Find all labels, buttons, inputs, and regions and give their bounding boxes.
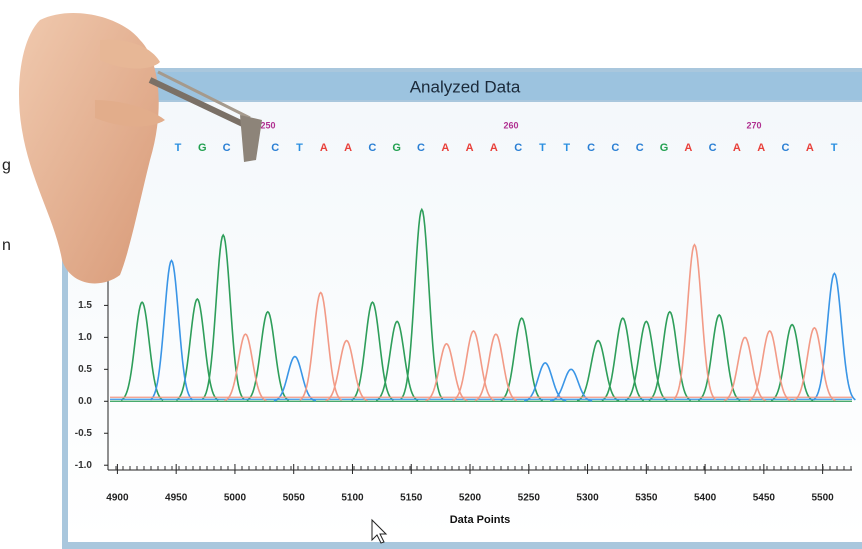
base-call: A <box>441 142 449 154</box>
x-tick-label: 5250 <box>518 493 541 504</box>
y-tick-label: 1.0 <box>78 332 92 343</box>
edge-text: n <box>2 237 11 254</box>
base-call: A <box>490 142 498 154</box>
y-tick-label: 0.5 <box>78 364 92 375</box>
base-call: T <box>831 142 838 154</box>
x-tick-label: 5450 <box>753 493 776 504</box>
base-call: T <box>296 142 303 154</box>
x-tick-label: 5150 <box>400 493 423 504</box>
x-tick-label: 5350 <box>635 493 658 504</box>
base-call: C <box>587 142 595 154</box>
edge-text: g <box>2 157 11 174</box>
base-call: A <box>466 142 474 154</box>
x-tick-label: 5300 <box>576 493 599 504</box>
base-call: A <box>806 142 814 154</box>
base-call: C <box>223 142 231 154</box>
base-call: G <box>660 142 669 154</box>
base-call: C <box>636 142 644 154</box>
plot-window <box>68 102 862 542</box>
base-call: C <box>782 142 790 154</box>
x-axis-label: Data Points <box>450 514 511 526</box>
base-call: C <box>709 142 717 154</box>
x-tick-label: 5050 <box>283 493 306 504</box>
chart-title: Analyzed Data <box>410 77 521 96</box>
base-call: C <box>271 142 279 154</box>
y-tick-label: -0.5 <box>75 428 93 439</box>
base-call: A <box>320 142 328 154</box>
base-call: A <box>733 142 741 154</box>
y-tick-label: 1.5 <box>78 300 92 311</box>
x-tick-label: 5100 <box>341 493 364 504</box>
y-tick-label: -1.0 <box>75 460 93 471</box>
base-call: T <box>175 142 182 154</box>
base-call: C <box>514 142 522 154</box>
position-label: 270 <box>746 120 761 130</box>
base-call: A <box>684 142 692 154</box>
base-call: G <box>198 142 207 154</box>
base-call: A <box>344 142 352 154</box>
base-call: A <box>757 142 765 154</box>
base-call: T <box>563 142 570 154</box>
base-call: C <box>611 142 619 154</box>
base-call: C <box>417 142 425 154</box>
x-tick-label: 4950 <box>165 493 188 504</box>
base-call: T <box>539 142 546 154</box>
position-label: 260 <box>503 120 518 130</box>
base-call: G <box>392 142 401 154</box>
x-tick-label: 4900 <box>106 493 129 504</box>
photo: Analyzed Data Data Points g n -1.0 -0.5 0.… <box>0 0 862 549</box>
x-tick-label: 5500 <box>811 493 834 504</box>
x-tick-label: 5200 <box>459 493 482 504</box>
x-tick-label: 5000 <box>224 493 247 504</box>
y-tick-label: 0.0 <box>78 396 92 407</box>
x-tick-label: 5400 <box>694 493 717 504</box>
base-call: C <box>368 142 376 154</box>
position-label: 250 <box>260 120 275 130</box>
